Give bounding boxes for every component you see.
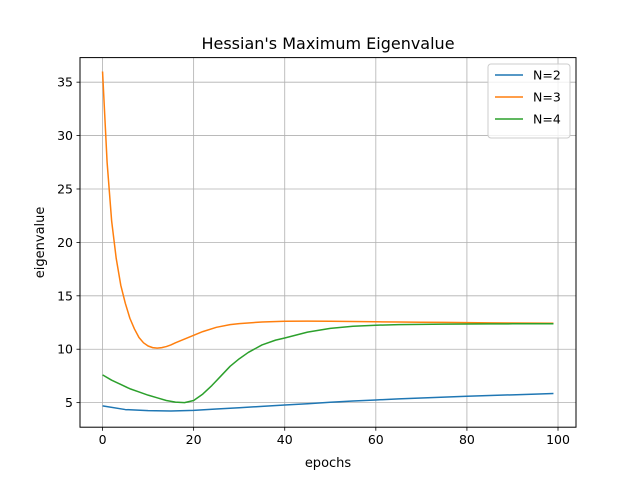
axis-ticks: 0 20 40 60 80 100 5 10 15 20 25 30 35	[57, 75, 570, 448]
series-line-n-4	[102, 323, 554, 404]
y-tick-label: 35	[57, 75, 73, 90]
chart-title: Hessian's Maximum Eigenvalue	[201, 34, 454, 53]
x-tick-label: 20	[186, 432, 202, 447]
legend-label: N=2	[533, 68, 561, 83]
y-tick-label: 10	[57, 342, 73, 357]
legend-label: N=4	[533, 112, 561, 127]
x-tick-label: 80	[459, 432, 475, 447]
x-tick-label: 0	[99, 432, 107, 447]
y-axis-label: eigenvalue	[33, 207, 48, 279]
series-line-n-2	[102, 392, 554, 412]
x-tick-label: 40	[277, 432, 293, 447]
series-line-n-3	[101, 71, 554, 349]
x-tick-label: 100	[546, 432, 570, 447]
legend: N=2 N=3 N=4	[487, 63, 571, 139]
legend-label: N=3	[533, 90, 561, 105]
y-tick-label: 15	[57, 288, 73, 303]
y-tick-label: 30	[57, 128, 73, 143]
series-lines	[101, 71, 554, 412]
y-tick-label: 5	[65, 395, 73, 410]
y-tick-label: 25	[57, 181, 73, 196]
y-tick-label: 20	[57, 235, 73, 250]
x-axis-label: epochs	[305, 456, 352, 471]
grid	[80, 57, 576, 428]
x-tick-label: 60	[368, 432, 384, 447]
